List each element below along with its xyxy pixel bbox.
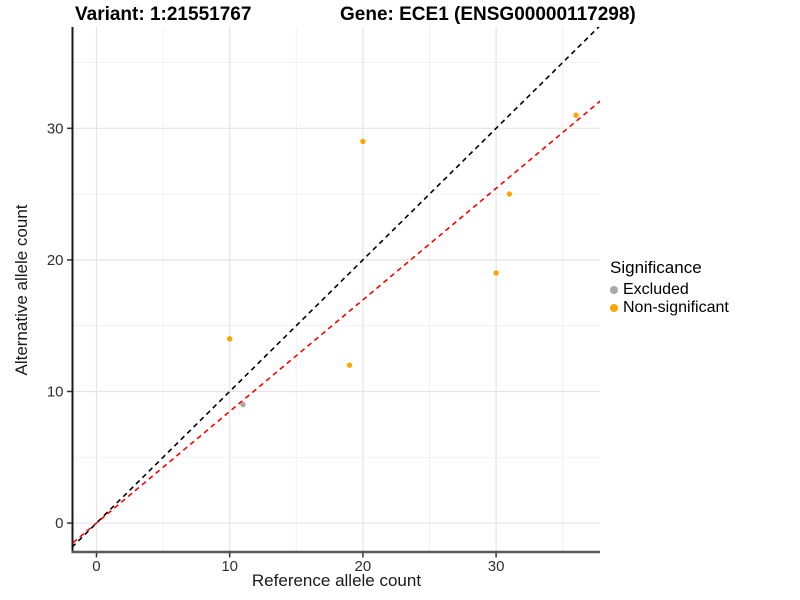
legend: Significance Excluded Non-significant — [610, 258, 729, 317]
point-non-significant — [360, 138, 366, 145]
y-axis-title: Alternative allele count — [12, 204, 31, 376]
point-excluded — [240, 401, 246, 408]
legend-item-non-significant: Non-significant — [610, 299, 729, 317]
identity-line — [72, 27, 600, 548]
legend-key-dot — [610, 286, 618, 294]
point-non-significant — [506, 191, 513, 197]
major-gridlines — [72, 27, 600, 552]
legend-item-excluded: Excluded — [610, 281, 729, 299]
axis-ticks: 0 10 20 30 0 10 20 30 — [47, 120, 505, 575]
x-tick-label: 0 — [92, 558, 100, 575]
plot-title-gene: Gene: ECE1 (ENSG00000117298) — [340, 4, 636, 25]
x-tick-label: 30 — [488, 558, 505, 575]
y-tick-label: 30 — [47, 120, 64, 137]
minor-gridlines — [72, 27, 600, 552]
y-tick-label: 10 — [47, 383, 64, 400]
x-tick-label: 20 — [355, 558, 372, 575]
point-non-significant — [493, 270, 499, 276]
legend-key-dot — [610, 304, 618, 312]
legend-item-label: Non-significant — [623, 299, 729, 316]
fit-line — [72, 100, 600, 545]
y-tick-label: 0 — [55, 515, 63, 532]
point-non-significant — [226, 336, 233, 342]
x-axis-title: Reference allele count — [251, 571, 422, 590]
plot-title-variant: Variant: 1:21551767 — [75, 4, 252, 25]
reference-lines — [72, 27, 600, 548]
point-non-significant — [346, 362, 353, 368]
point-non-significant — [573, 112, 579, 118]
y-tick-label: 20 — [47, 252, 64, 269]
x-tick-label: 10 — [221, 558, 238, 575]
data-points — [226, 112, 579, 408]
legend-items: Excluded Non-significant — [610, 281, 729, 317]
legend-title: Significance — [610, 258, 702, 277]
legend-item-label: Excluded — [623, 281, 689, 298]
